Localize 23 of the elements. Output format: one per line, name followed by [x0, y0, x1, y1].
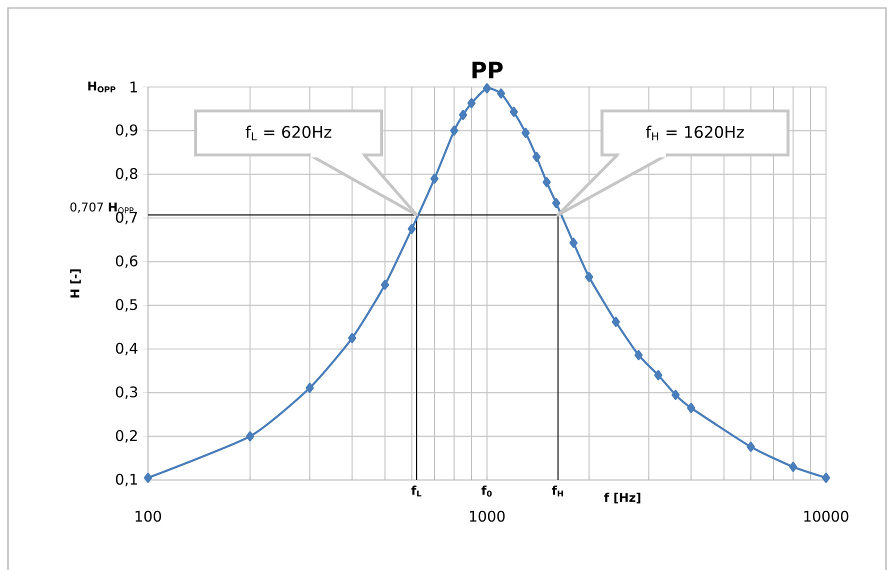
y-tick-label: 0,2 — [116, 430, 137, 443]
y-axis-title: H [-] — [70, 269, 81, 298]
y-tick-label: 0,1 — [116, 474, 137, 486]
ref-line-label: 0,707 H$_{OPP}$ — [70, 202, 134, 214]
text: f$_{0}$ — [481, 486, 492, 497]
text: H$_{OPP}$ — [88, 82, 116, 92]
chart-title: PP — [472, 62, 503, 78]
y-tick-label: 0,7 — [116, 212, 138, 224]
annotation: f$_{H}$ = 1620Hz — [646, 126, 744, 140]
y-tick-label: 0,6 — [116, 255, 138, 268]
annotation: f$_{L}$ = 620Hz — [246, 126, 332, 140]
ref-line-label: f$_{L}$ — [411, 486, 422, 496]
x-tick-label: 100 — [136, 510, 162, 522]
y-tick-label: 0,4 — [116, 342, 138, 356]
x-tick-label: 1000 — [470, 510, 505, 522]
ref-line-label: f$_{H}$ — [552, 486, 563, 496]
y-tick-label: 0,8 — [116, 168, 138, 181]
x-tick-label: 10000 — [804, 510, 848, 522]
y-tick-label: 0,3 — [116, 386, 138, 399]
y-tick-label: 0,9 — [116, 124, 138, 137]
y-tick-label: 1 — [130, 82, 137, 92]
y-tick-label: 0,5 — [116, 299, 138, 312]
x-axis-title: f [Hz] — [604, 492, 640, 504]
